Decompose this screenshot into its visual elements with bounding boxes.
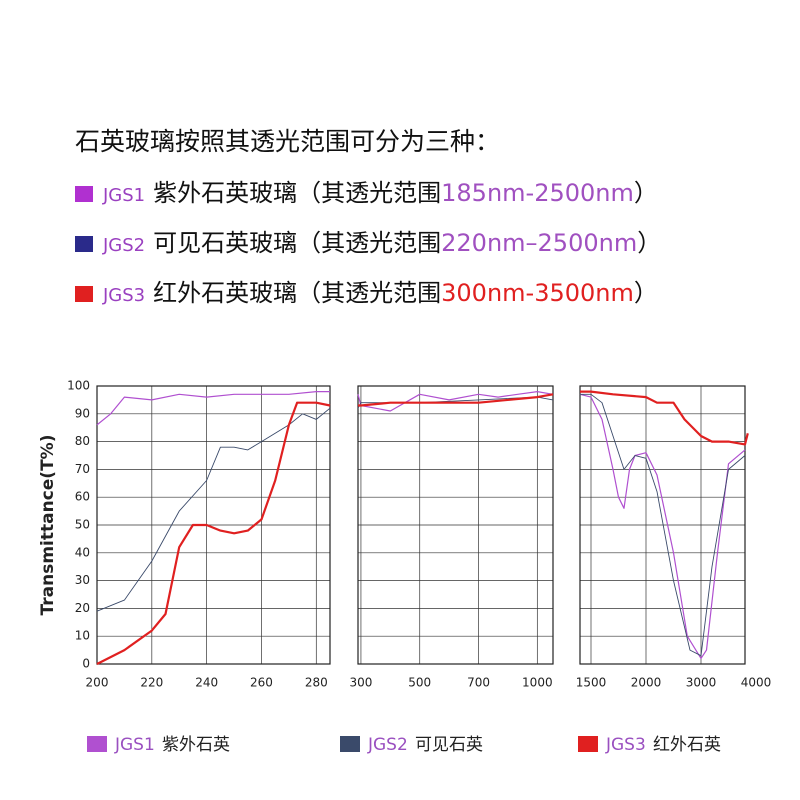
y-tick-label: 10 [75, 629, 90, 643]
y-tick-label: 100 [67, 379, 90, 393]
x-tick-label: 200 [86, 676, 109, 690]
y-tick-label: 60 [75, 490, 90, 504]
series-line [358, 393, 554, 407]
item-code: JGS3 [103, 285, 146, 306]
panel-frame [579, 385, 746, 665]
x-tick-label: 240 [195, 676, 218, 690]
y-tick-label: 40 [75, 545, 90, 559]
x-tick-label: 700 [467, 676, 490, 690]
panel-frame [357, 385, 554, 665]
x-tick-label: 300 [349, 676, 372, 690]
series-line [580, 393, 746, 657]
y-tick-label: 90 [75, 406, 90, 420]
item-range: 300nm-3500nm [441, 279, 634, 307]
y-axis-label: Transmittance(T%) [38, 435, 58, 616]
item-code: JGS1 [103, 185, 146, 206]
series-line [579, 393, 746, 659]
legend-swatch [87, 736, 107, 752]
color-swatch [75, 286, 93, 302]
header: 石英玻璃按照其透光范围可分为三种： JGS1 紫外石英玻璃（其透光范围185nm-… [75, 122, 785, 318]
series-line [357, 391, 554, 412]
item-range: 220nm–2500nm [441, 229, 638, 257]
y-tick-label: 20 [75, 601, 90, 615]
legend-name: JGS2 [367, 735, 408, 755]
series-line [96, 407, 331, 612]
x-tick-label: 260 [250, 676, 273, 690]
x-tick-label: 1000 [522, 676, 553, 690]
series-line [96, 391, 330, 426]
legend-name: JGS3 [605, 735, 646, 755]
y-tick-label: 0 [82, 657, 90, 671]
header-item: JGS2 可见石英玻璃（其透光范围220nm–2500nm） [75, 218, 785, 268]
x-tick-label: 220 [140, 676, 163, 690]
x-tick-label: 500 [408, 676, 431, 690]
header-title: 石英玻璃按照其透光范围可分为三种： [75, 127, 501, 156]
legend-swatch [340, 736, 360, 752]
series-line [580, 390, 749, 446]
legend-swatch [578, 736, 598, 752]
x-tick-label: 1500 [576, 676, 607, 690]
x-tick-label: 4000 [741, 676, 772, 690]
series-line [96, 401, 331, 665]
y-tick-label: 30 [75, 573, 90, 587]
y-tick-label: 70 [75, 462, 90, 476]
item-name: 紫外石英玻璃（其透光范围 [153, 179, 442, 207]
header-item: JGS3 红外石英玻璃（其透光范围300nm-3500nm） [75, 268, 785, 318]
item-close: ） [633, 179, 658, 207]
x-tick-label: 2000 [631, 676, 662, 690]
item-range: 185nm-2500nm [441, 179, 634, 207]
legend-label: 红外石英 [653, 735, 721, 755]
header-item: JGS1 紫外石英玻璃（其透光范围185nm-2500nm） [75, 168, 785, 218]
legend-label: 可见石英 [415, 735, 483, 755]
panel-frame [96, 385, 331, 665]
x-tick-label: 280 [305, 676, 328, 690]
y-tick-label: 50 [75, 518, 90, 532]
color-swatch [75, 186, 93, 202]
y-tick-label: 80 [75, 434, 90, 448]
x-tick-label: 3000 [686, 676, 717, 690]
item-name: 可见石英玻璃（其透光范围 [153, 229, 442, 257]
item-close: ） [633, 279, 658, 307]
color-swatch [75, 236, 93, 252]
item-code: JGS2 [103, 235, 146, 256]
item-close: ） [637, 229, 662, 257]
item-name: 红外石英玻璃（其透光范围 [153, 279, 442, 307]
legend-name: JGS1 [114, 735, 155, 755]
legend-label: 紫外石英 [162, 735, 230, 755]
